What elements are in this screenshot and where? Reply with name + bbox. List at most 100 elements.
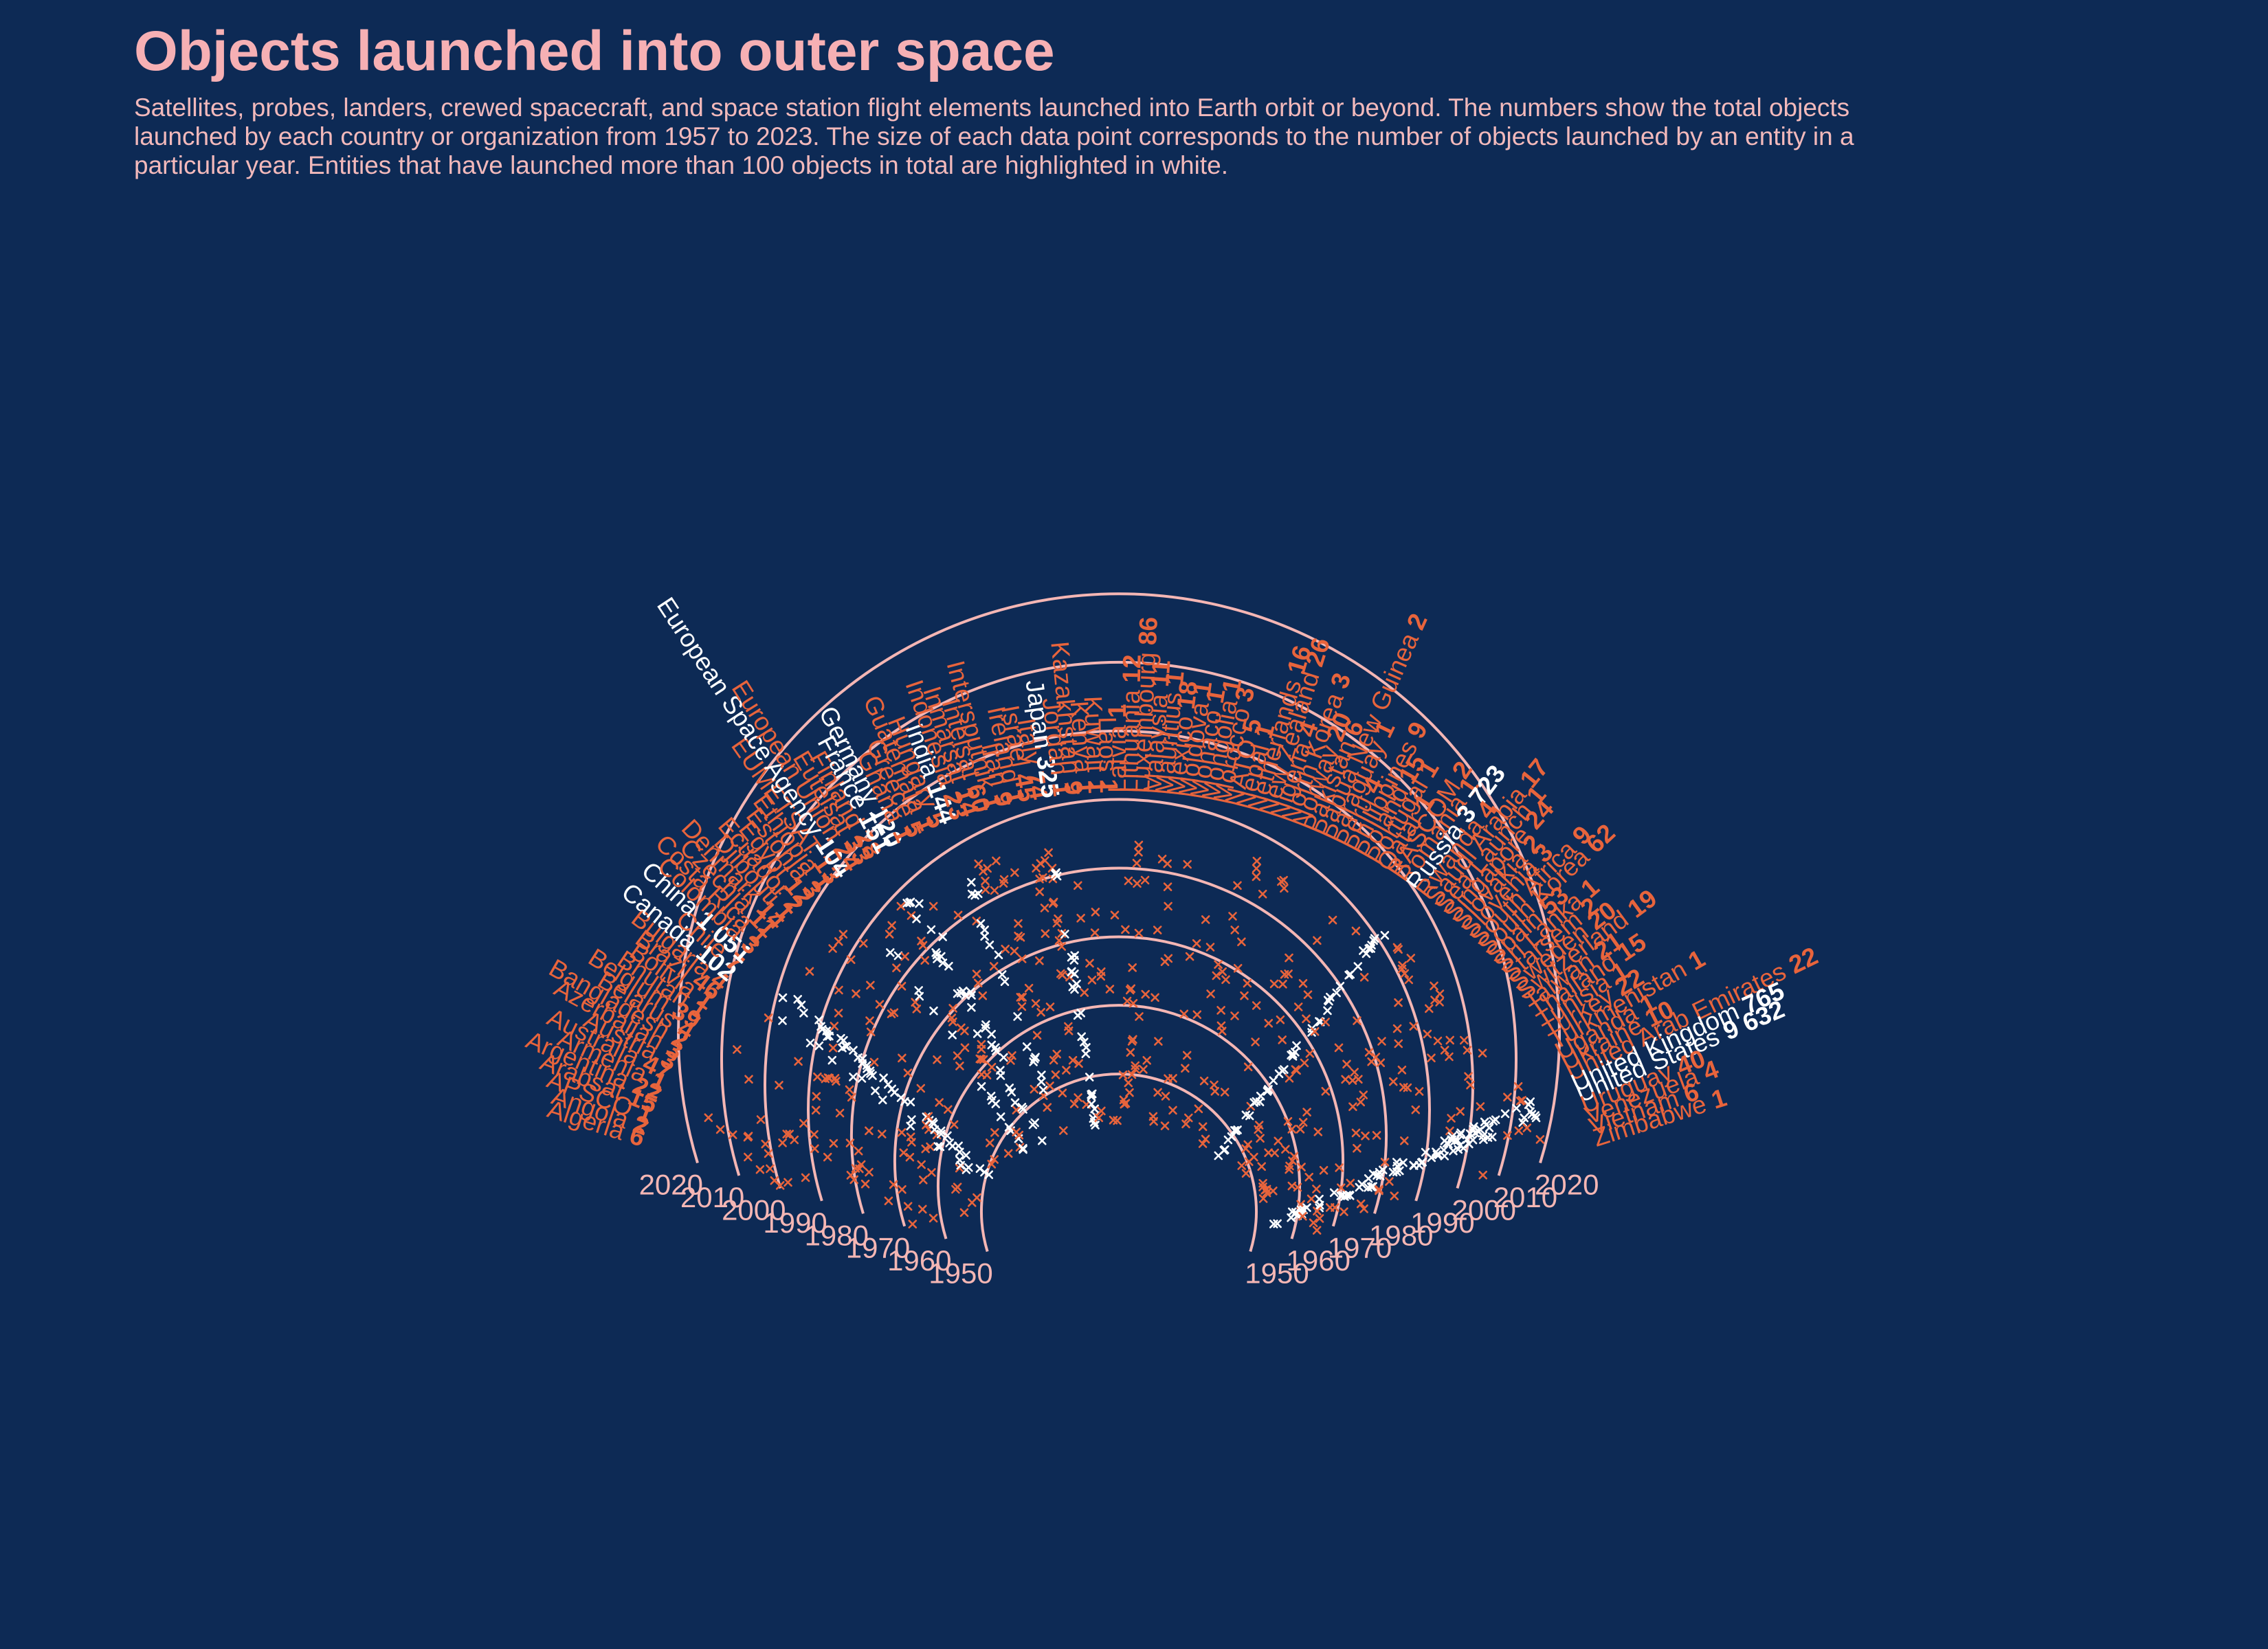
tick-left-2020: 2020 bbox=[639, 1169, 703, 1201]
data-point bbox=[1182, 1051, 1192, 1060]
data-point bbox=[938, 932, 947, 941]
data-point bbox=[1463, 1046, 1472, 1055]
data-points bbox=[704, 840, 1545, 1235]
points-papua-new-guinea bbox=[1194, 1080, 1219, 1114]
data-point bbox=[1303, 990, 1313, 999]
data-point bbox=[1005, 1084, 1014, 1092]
data-point bbox=[1038, 1136, 1047, 1145]
ring-2000 bbox=[764, 729, 1474, 1189]
points-kazakhstan bbox=[1074, 881, 1106, 1116]
data-point bbox=[1206, 989, 1215, 998]
label-lithuania: Lithuania 12 bbox=[1115, 654, 1146, 794]
data-point bbox=[1010, 868, 1019, 877]
data-point bbox=[1126, 1048, 1135, 1057]
entity-total: 74 bbox=[1021, 769, 1053, 802]
data-point bbox=[1051, 1070, 1060, 1079]
points-paraguay bbox=[1210, 1001, 1261, 1096]
data-point bbox=[1081, 1049, 1091, 1058]
entity-total: 9 bbox=[1059, 780, 1089, 796]
data-point bbox=[879, 1073, 888, 1083]
data-point bbox=[929, 1119, 938, 1128]
points-argentina bbox=[704, 1113, 927, 1214]
points-nepal bbox=[1168, 943, 1215, 1083]
points-costa-rica bbox=[834, 1009, 997, 1169]
data-point bbox=[1292, 1041, 1301, 1051]
data-point bbox=[1243, 978, 1252, 988]
points-bhutan bbox=[878, 1130, 981, 1202]
points-arabsat bbox=[715, 1125, 938, 1223]
data-point bbox=[756, 1115, 766, 1124]
data-point bbox=[944, 1105, 953, 1114]
tick-right-2010: 2010 bbox=[1493, 1181, 1557, 1213]
data-point bbox=[1052, 1049, 1061, 1059]
points-slovenia bbox=[1237, 998, 1403, 1170]
data-point bbox=[1014, 1130, 1024, 1140]
data-point bbox=[972, 1029, 982, 1038]
points-netherlands bbox=[1160, 881, 1242, 1130]
data-point bbox=[854, 1053, 863, 1062]
data-point bbox=[1264, 1148, 1273, 1157]
data-point bbox=[845, 1138, 855, 1147]
data-point bbox=[907, 1115, 916, 1124]
data-point bbox=[830, 1074, 840, 1083]
data-point bbox=[1376, 1058, 1386, 1068]
data-point bbox=[898, 1053, 907, 1063]
tick-right-2020: 2020 bbox=[1535, 1169, 1599, 1201]
points-czechia bbox=[805, 967, 959, 1129]
data-point bbox=[1433, 1036, 1443, 1046]
data-point bbox=[1192, 939, 1201, 948]
data-point bbox=[764, 1149, 773, 1158]
data-point bbox=[1297, 1163, 1306, 1171]
data-point bbox=[953, 1051, 962, 1060]
points-european-space-agency bbox=[886, 948, 1027, 1154]
tick-right-1950: 1950 bbox=[1245, 1257, 1309, 1290]
data-point bbox=[1184, 1113, 1193, 1123]
data-point bbox=[834, 937, 843, 946]
data-point bbox=[912, 1005, 922, 1013]
data-point bbox=[1233, 881, 1242, 890]
data-point bbox=[1293, 1002, 1303, 1011]
data-point bbox=[1192, 1010, 1202, 1020]
data-point bbox=[1022, 1042, 1032, 1051]
points-australia bbox=[756, 1115, 907, 1194]
data-point bbox=[810, 1130, 819, 1139]
data-point bbox=[805, 967, 814, 976]
points-monaco bbox=[1154, 860, 1192, 1046]
data-point bbox=[1003, 1149, 1013, 1158]
data-point bbox=[1230, 1011, 1239, 1020]
data-point bbox=[1353, 962, 1363, 971]
data-point bbox=[1037, 1070, 1046, 1079]
data-point bbox=[1007, 1088, 1016, 1097]
data-point bbox=[992, 1046, 1001, 1055]
data-point bbox=[1154, 1037, 1163, 1046]
data-point bbox=[1049, 897, 1058, 907]
data-point bbox=[961, 1151, 970, 1160]
data-point bbox=[999, 1053, 1008, 1062]
data-point bbox=[912, 915, 921, 923]
data-point bbox=[980, 932, 989, 941]
data-point bbox=[899, 1148, 909, 1157]
data-point bbox=[1513, 1082, 1523, 1091]
data-point bbox=[1456, 1141, 1465, 1150]
data-point bbox=[1288, 1052, 1298, 1061]
data-point bbox=[929, 1213, 938, 1223]
data-point bbox=[927, 1168, 936, 1177]
points-turkmenistan bbox=[1293, 1163, 1344, 1192]
data-point bbox=[794, 1057, 803, 1066]
data-point bbox=[865, 1016, 874, 1025]
points-morocco bbox=[1149, 939, 1201, 1126]
data-point bbox=[866, 980, 875, 990]
data-point bbox=[778, 993, 788, 1002]
points-indonesia bbox=[974, 860, 1068, 1135]
data-point bbox=[810, 1144, 819, 1154]
data-point bbox=[1269, 1187, 1278, 1196]
data-point bbox=[799, 1009, 808, 1018]
points-south-korea bbox=[1241, 989, 1445, 1178]
data-point bbox=[761, 1139, 770, 1149]
data-point bbox=[1264, 1019, 1274, 1028]
tick-left-1990: 1990 bbox=[763, 1207, 827, 1239]
data-point bbox=[1364, 1048, 1374, 1057]
data-point bbox=[1087, 1099, 1096, 1109]
data-point bbox=[929, 1006, 938, 1016]
